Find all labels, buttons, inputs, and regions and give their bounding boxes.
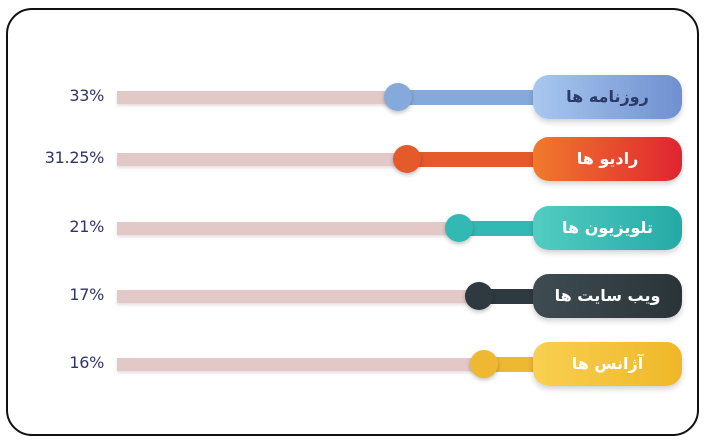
value-label: 21%: [69, 217, 104, 236]
category-pill: [533, 75, 682, 119]
bar-row: 16% آژانس ها: [0, 342, 709, 386]
category-label: ویب سایت ها: [554, 286, 661, 305]
category-pill: [533, 342, 682, 386]
bar-track: [117, 153, 407, 166]
category-label: رادیو ها: [576, 149, 639, 168]
value-label: 16%: [69, 353, 104, 372]
value-label: 33%: [69, 86, 104, 105]
bar-row: 33% روزنامه ها: [0, 75, 709, 119]
bar-stem: [398, 90, 553, 105]
value-label: 31.25%: [44, 148, 105, 167]
bar-stem: [406, 152, 553, 167]
category-label: آژانس ها: [571, 354, 644, 373]
category-pill: [533, 137, 682, 181]
value-label: 17%: [69, 285, 104, 304]
value-marker: [464, 282, 493, 310]
bar-track: [117, 290, 479, 303]
category-pill: [533, 206, 682, 250]
category-label: تلویزیون ها: [562, 218, 653, 237]
bar-row: 21% تلویزیون ها: [0, 206, 709, 250]
bar-track: [117, 91, 399, 104]
bar-row: 17% ویب سایت ها: [0, 274, 709, 318]
value-marker: [470, 350, 499, 378]
value-marker: [444, 214, 473, 242]
bar-row: 31.25% رادیو ها: [0, 137, 709, 181]
bar-stem: [458, 221, 553, 236]
value-marker: [384, 83, 413, 111]
bar-track: [117, 222, 459, 235]
category-label: روزنامه ها: [566, 87, 649, 106]
value-marker: [392, 145, 421, 173]
category-pill: [533, 274, 682, 318]
bar-track: [117, 358, 485, 371]
